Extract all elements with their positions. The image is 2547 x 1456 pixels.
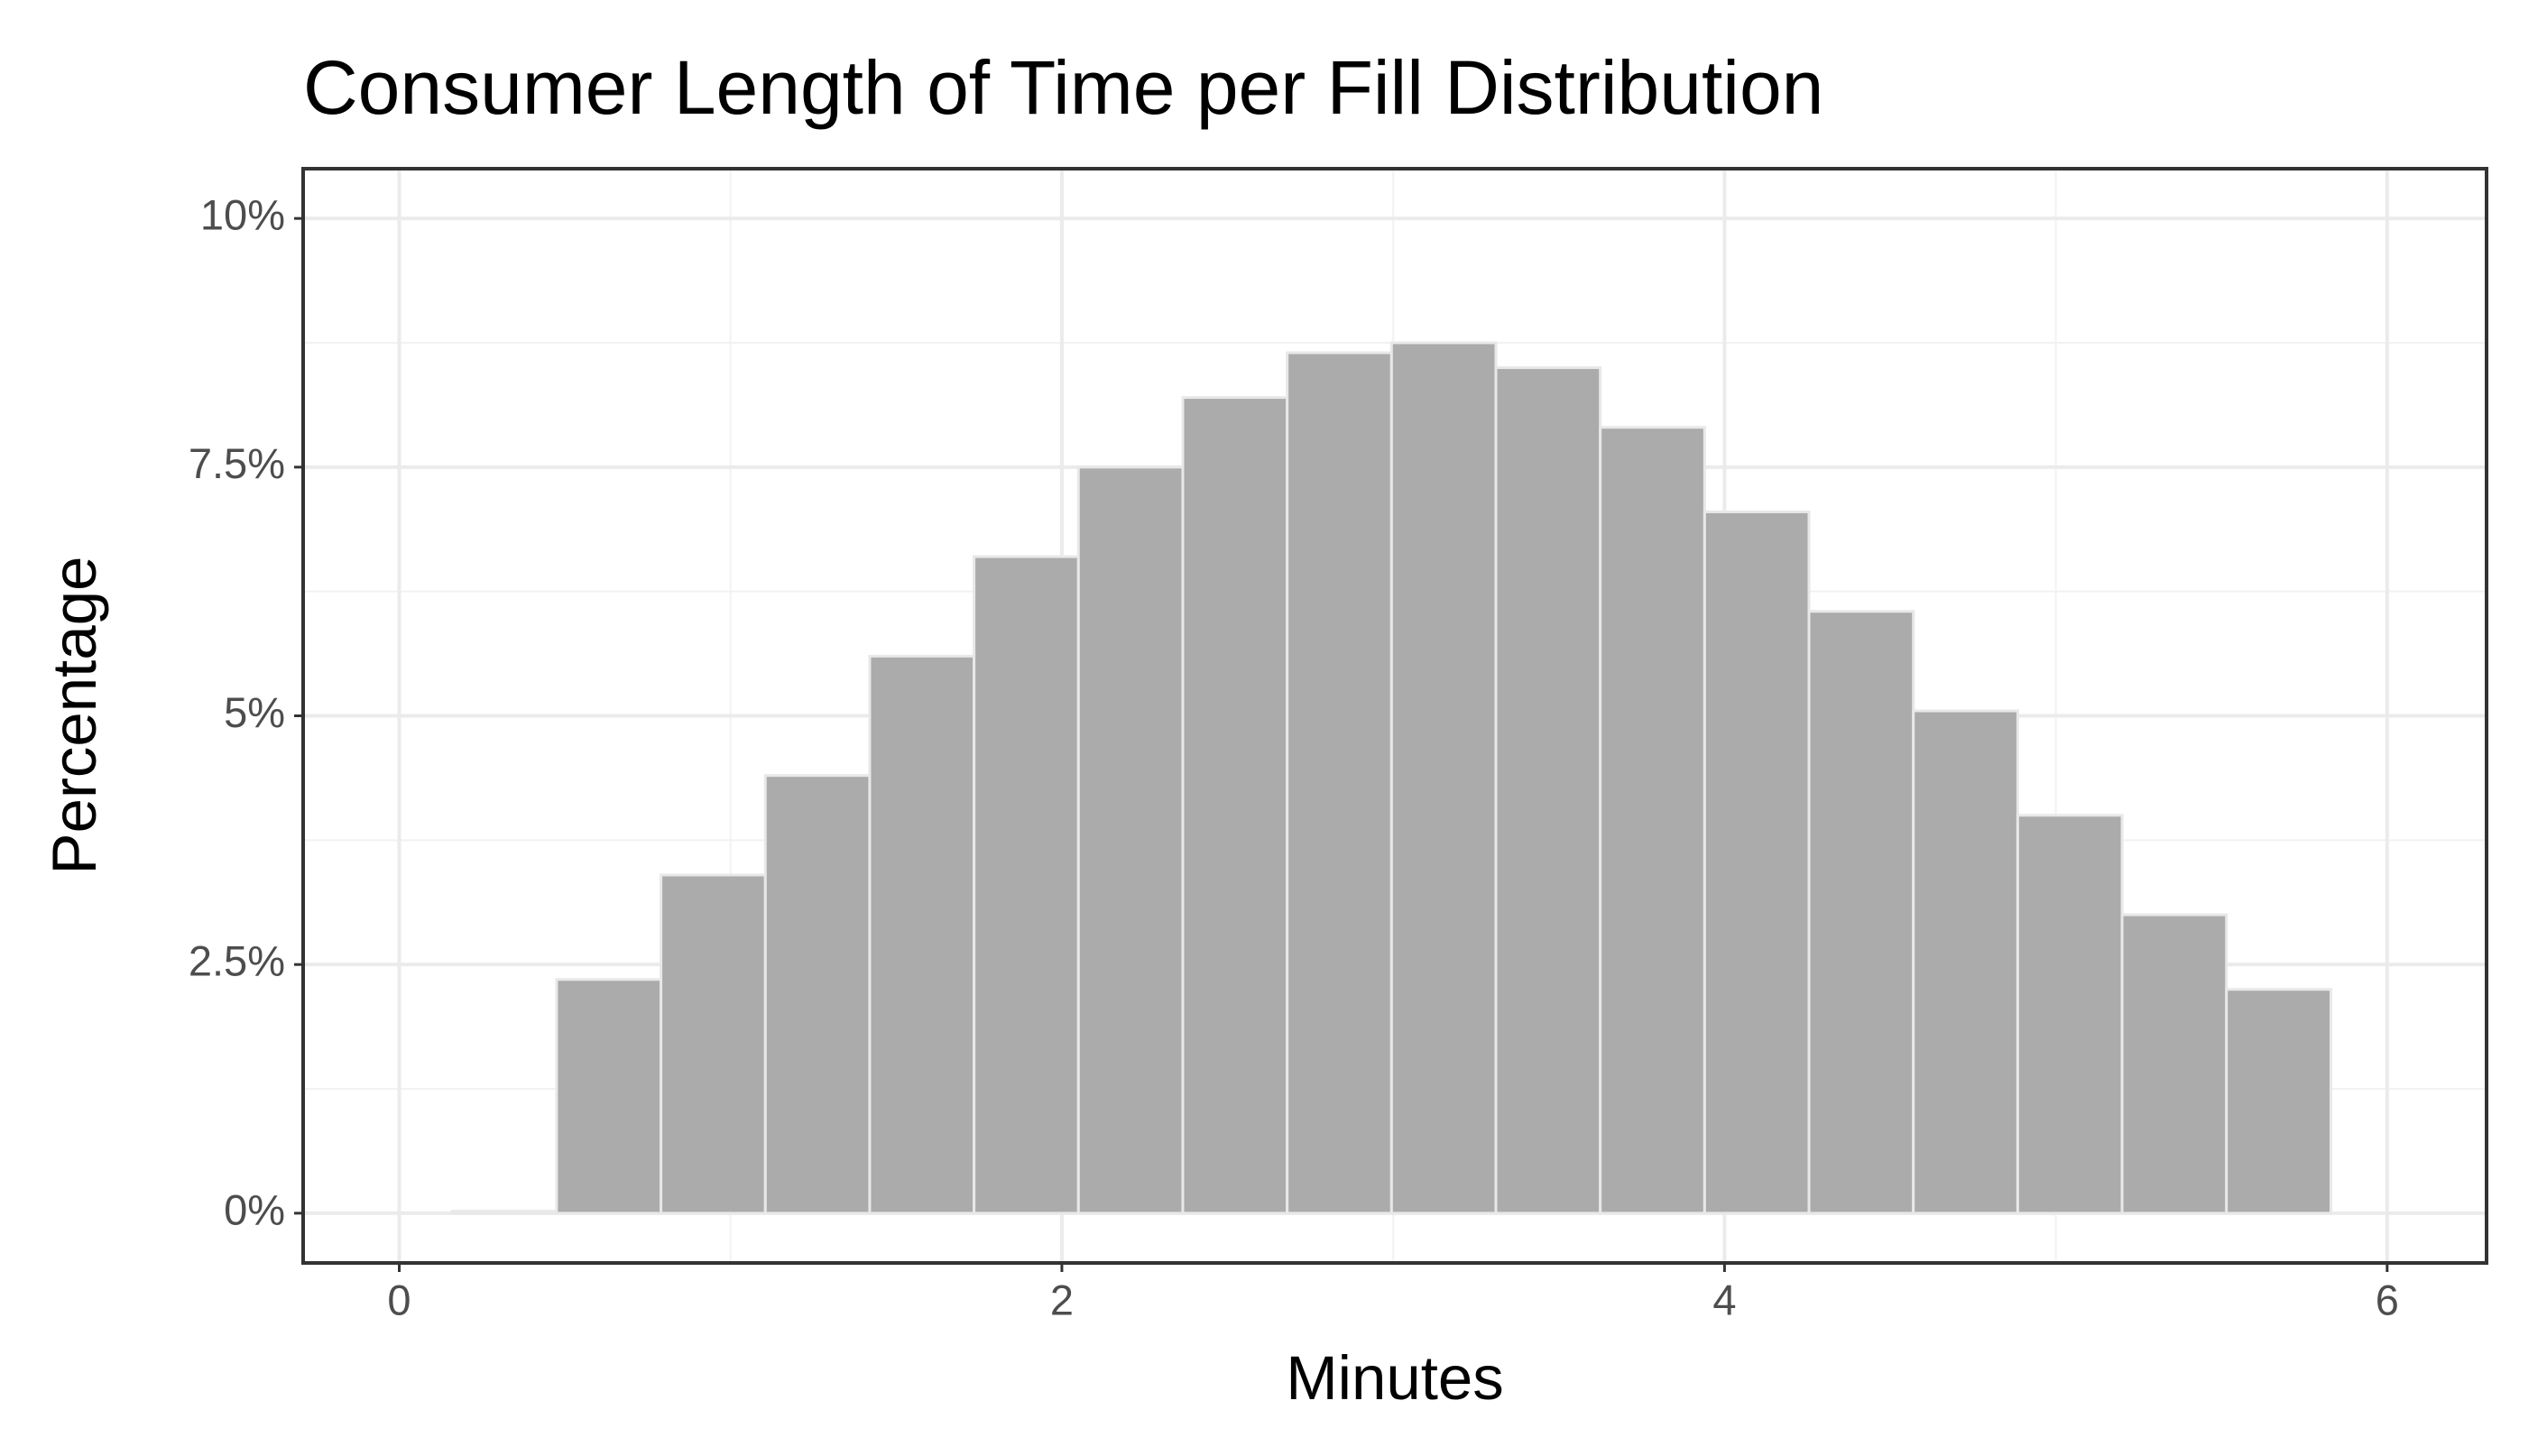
y-axis-title: Percentage bbox=[40, 557, 109, 875]
bar bbox=[2016, 814, 2124, 1215]
bar bbox=[450, 1210, 558, 1215]
bar bbox=[1389, 341, 1498, 1215]
bar bbox=[1703, 510, 1811, 1215]
bar bbox=[1807, 610, 1915, 1215]
bar bbox=[1912, 709, 2019, 1215]
y-tick-label: 2.5% bbox=[189, 937, 285, 985]
y-tick-label: 0% bbox=[224, 1185, 285, 1233]
bar bbox=[763, 774, 872, 1215]
y-tick-label: 7.5% bbox=[189, 439, 285, 487]
bar bbox=[2120, 913, 2229, 1215]
bar bbox=[660, 873, 767, 1215]
bar bbox=[1599, 426, 1706, 1215]
bar bbox=[1286, 351, 1393, 1215]
bar bbox=[1181, 396, 1289, 1215]
bar bbox=[973, 555, 1080, 1215]
bar bbox=[2225, 988, 2332, 1215]
panel-border bbox=[301, 167, 2488, 1265]
y-tick-label: 10% bbox=[200, 191, 285, 239]
bar bbox=[1076, 465, 1185, 1215]
x-tick-label: 0 bbox=[387, 1276, 411, 1323]
bar bbox=[868, 654, 976, 1215]
bar bbox=[555, 978, 663, 1215]
x-tick-label: 2 bbox=[1050, 1276, 1074, 1323]
y-tick-label: 5% bbox=[224, 688, 285, 736]
x-tick-label: 4 bbox=[1712, 1276, 1736, 1323]
chart-title: Consumer Length of Time per Fill Distrib… bbox=[303, 45, 1823, 130]
bar bbox=[1494, 366, 1602, 1215]
x-tick-label: 6 bbox=[2376, 1276, 2399, 1323]
x-axis-title: Minutes bbox=[1286, 1343, 1504, 1413]
